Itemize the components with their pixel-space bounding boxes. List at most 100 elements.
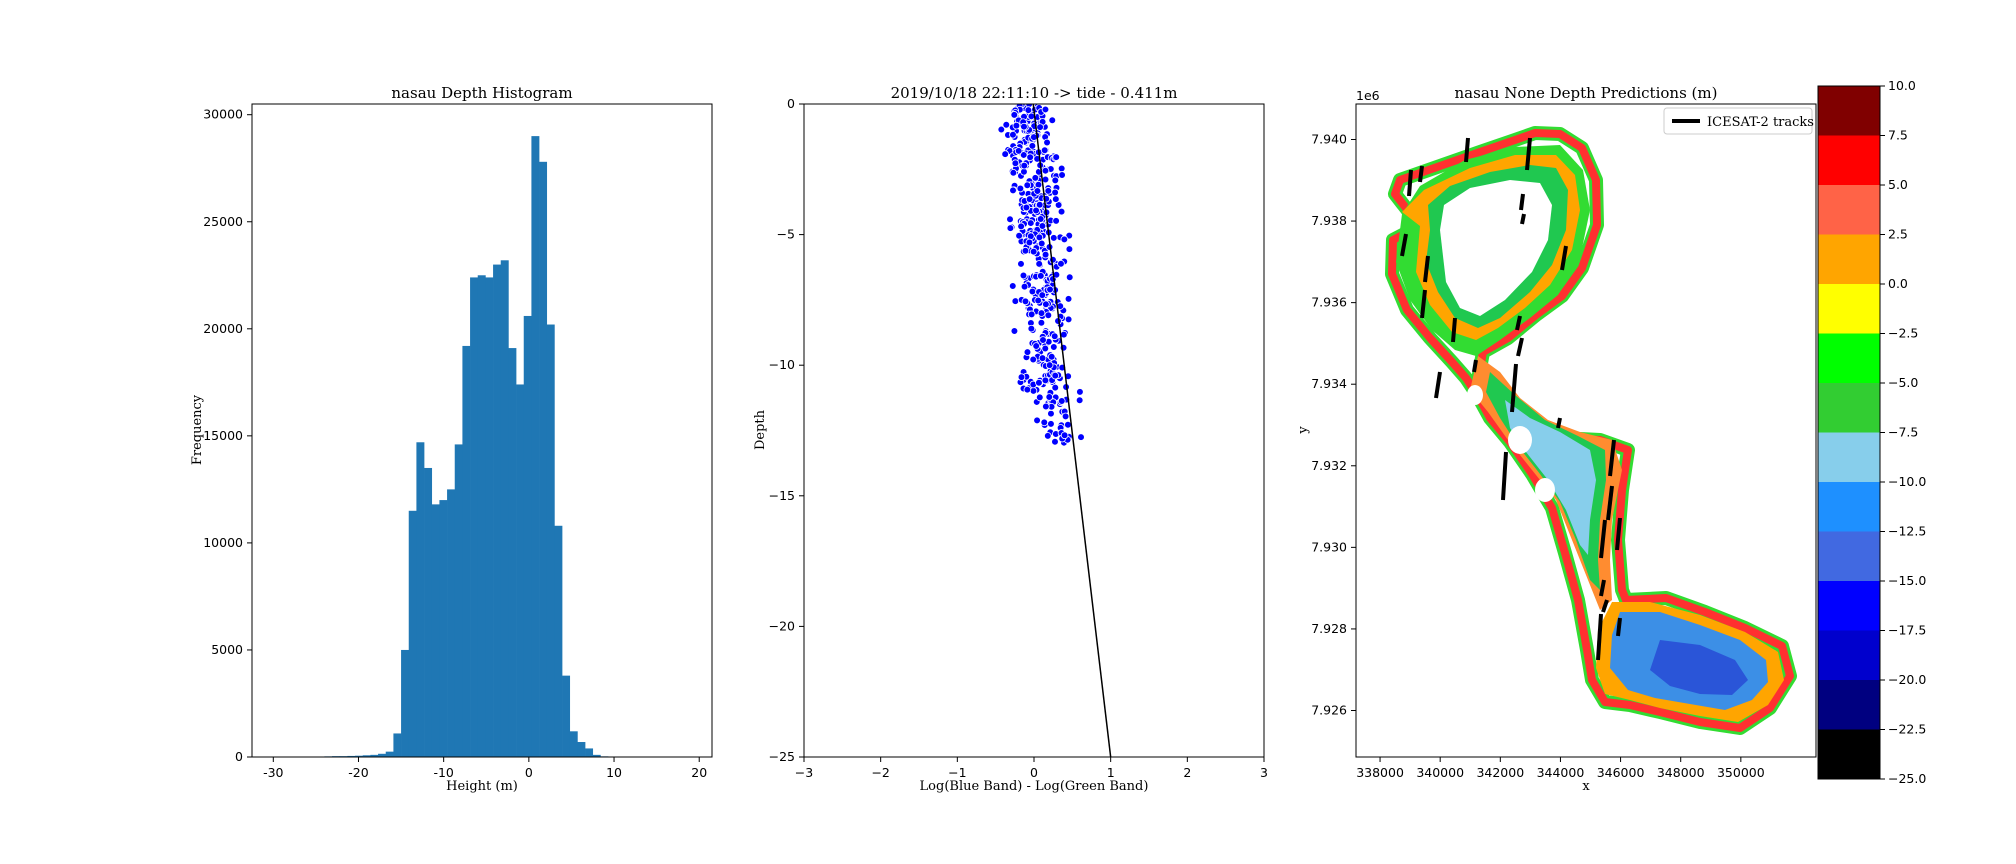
histogram-ytick-label: 15000	[203, 428, 243, 443]
scatter-point	[1049, 234, 1058, 242]
map-ytick-label: 7.934	[1311, 376, 1347, 391]
scatter-point	[997, 125, 1006, 134]
scatter-point	[1035, 233, 1044, 242]
scatter-point	[1010, 327, 1019, 335]
scatter-xlabel: Log(Blue Band) - Log(Green Band)	[920, 779, 1149, 794]
colorbar-swatch	[1818, 482, 1880, 532]
scatter-point	[1021, 246, 1030, 255]
histogram-ytick-label: 10000	[203, 535, 243, 550]
histogram-title: nasau Depth Histogram	[391, 84, 572, 102]
histogram-panel: -30 -20 -10 0 10 20 0 5000 10000 15000 20000 25000 3…	[190, 84, 713, 794]
colorbar-swatch	[1818, 383, 1880, 433]
scatter-point	[1028, 287, 1037, 296]
scatter-point	[1033, 416, 1041, 425]
map-xtick-label: 342000	[1476, 765, 1524, 780]
scatter-point	[1008, 282, 1017, 290]
scatter-panel: −3 −2 −1 0 1 2 30−5−10−15−20−25 2019/10/18 22:…	[753, 84, 1268, 794]
scatter-point	[1037, 272, 1045, 280]
map-ytick-label: 7.932	[1311, 458, 1347, 473]
icesat2-track	[1501, 451, 1508, 501]
colorbar-swatch	[1818, 630, 1880, 681]
histogram-bar	[585, 748, 594, 757]
atoll-map	[1385, 126, 1797, 735]
histogram-bar	[462, 345, 471, 757]
colorbar-swatch	[1818, 185, 1880, 235]
scatter-point	[1031, 174, 1040, 182]
scatter-ytick-label: −20	[769, 618, 795, 633]
scatter-point	[1043, 138, 1051, 147]
colorbar-tick-label: 7.5	[1888, 128, 1908, 143]
colorbar-swatch	[1818, 86, 1880, 136]
histogram-xtick-label: 10	[606, 765, 622, 780]
colorbar-swatch	[1818, 729, 1880, 780]
scatter-point	[1038, 222, 1047, 230]
icesat2-track	[1434, 371, 1442, 399]
map-xtick-label: 346000	[1597, 765, 1645, 780]
scatter-point	[1009, 186, 1017, 195]
colorbar-frame	[1817, 85, 1881, 780]
scatter-point	[1050, 343, 1058, 351]
scatter-point	[1058, 171, 1066, 179]
histogram-bar	[393, 733, 402, 757]
histogram-bar	[562, 675, 571, 757]
scatter-point	[1046, 285, 1054, 294]
icesat2-track	[1606, 485, 1614, 521]
scatter-point	[1047, 409, 1055, 418]
scatter-ytick-label: −15	[769, 488, 795, 503]
icesat2-track	[1451, 317, 1457, 343]
colorbar-tick-label: −5.0	[1888, 375, 1918, 390]
scatter-point	[1044, 187, 1053, 195]
scatter-point	[1076, 388, 1084, 396]
scatter-point	[1064, 295, 1073, 303]
scatter-point	[1047, 353, 1056, 361]
histogram-ytick-label: 5000	[211, 642, 243, 657]
histogram-xtick-label: 0	[525, 765, 533, 780]
icesat2-track	[1525, 137, 1532, 171]
histogram-bar	[516, 384, 525, 757]
scatter-xtick-label: 1	[1107, 765, 1115, 780]
scatter-point	[1032, 206, 1040, 215]
scatter-point	[1077, 433, 1085, 441]
scatter-point	[1064, 315, 1073, 324]
scatter-ytick-label: −5	[777, 227, 795, 242]
scatter-ylabel: Depth	[753, 409, 768, 450]
scatter-point	[1036, 123, 1044, 131]
scatter-title: 2019/10/18 22:11:10 -> tide - 0.411m	[891, 84, 1178, 102]
scatter-point	[1009, 130, 1017, 139]
reef-gap	[1508, 426, 1532, 454]
histogram-xlabel: Height (m)	[446, 779, 518, 794]
histogram-bar	[431, 504, 440, 757]
southeast-lagoon-deep	[1650, 640, 1748, 695]
colorbar: 10.0 7.5 5.0 2.5 0.0 −2.5 −5.0 −7.5 −10.0 −12.5 −1…	[1818, 78, 1926, 786]
scatter-point	[1048, 116, 1057, 125]
colorbar-tick-label: −20.0	[1888, 672, 1926, 687]
scatter-point	[1065, 245, 1074, 253]
icesat2-track	[1601, 599, 1609, 613]
colorbar-swatch	[1818, 284, 1880, 334]
scatter-point	[1057, 259, 1065, 268]
histogram-bar	[385, 751, 394, 757]
scatter-point	[1051, 176, 1060, 185]
scatter-point	[1011, 297, 1020, 305]
icesat2-track	[1599, 579, 1606, 597]
icesat2-track	[1400, 233, 1408, 257]
map-xlabel: x	[1582, 779, 1590, 794]
scatter-point	[1038, 291, 1047, 299]
histogram-bar	[523, 315, 532, 757]
scatter-point	[1014, 147, 1023, 155]
map-xtick-label: 344000	[1537, 765, 1585, 780]
histogram-bar	[416, 442, 425, 757]
map-ytick-label: 7.938	[1311, 213, 1347, 228]
map-title: nasau None Depth Predictions (m)	[1455, 84, 1718, 102]
icesat2-track	[1472, 359, 1478, 373]
histogram-ytick-label: 30000	[203, 107, 243, 122]
icesat2-track	[1520, 213, 1526, 225]
scatter-point	[1015, 231, 1023, 240]
scatter-point	[1017, 222, 1025, 231]
scatter-point	[1036, 215, 1045, 223]
histogram-bar	[485, 277, 494, 757]
scatter-point	[1023, 348, 1032, 356]
scatter-point	[1017, 260, 1025, 268]
scatter-point	[1021, 297, 1030, 306]
scatter-point	[1035, 200, 1044, 209]
